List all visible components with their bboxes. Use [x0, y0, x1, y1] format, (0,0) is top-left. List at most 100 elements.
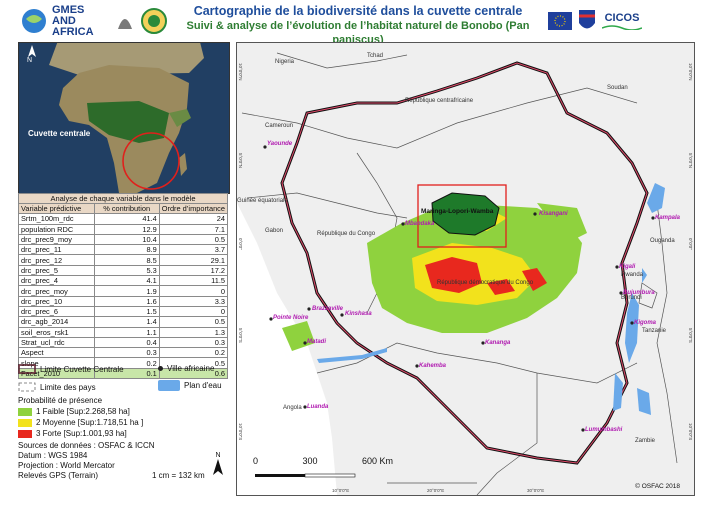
- gmes-logo-text: GMES AND AFRICA: [52, 3, 94, 38]
- table-row: drc_prec9_moy 10.4 0.5: [18, 233, 229, 246]
- city-label-14: Lumumbashi: [585, 427, 623, 433]
- city-dot: [401, 222, 405, 226]
- title-block: Cartographie de la biodiversité dans la …: [178, 4, 538, 47]
- cell-importance: 0.2: [158, 347, 229, 359]
- cell-importance: 29.1: [158, 254, 229, 266]
- cell-contribution: 0.3: [93, 347, 160, 359]
- cell-variable: Aspect: [18, 347, 95, 359]
- city-label-6: Kigoma: [634, 320, 657, 326]
- inset-north-arrow-icon: [28, 45, 36, 57]
- cell-importance: 17.2: [158, 264, 229, 277]
- table-row: population RDC 12.9 7.1: [18, 223, 229, 235]
- source-line-2: Datum : WGS 1984: [18, 451, 88, 460]
- country-label-5: Guinée équatoriale: [237, 198, 288, 204]
- table-row: drc_prec_12 8.5 29.1: [18, 254, 229, 266]
- country-label-2: République centrafricaine: [405, 98, 474, 104]
- scale-text: 1 cm = 132 km: [152, 471, 205, 480]
- acp-emblem-icon: [579, 10, 595, 29]
- inset-focus-circle: [122, 132, 180, 190]
- country-label-3: Soudan: [607, 85, 628, 91]
- africa-inset-svg: [19, 43, 229, 193]
- table-row: drc_agb_2014 1.4 0.5: [18, 316, 229, 328]
- legend-north-label: N: [215, 452, 221, 459]
- cell-variable: drc_prec_12: [18, 254, 95, 266]
- legend-prob-title: Probabilité de présence: [18, 396, 103, 405]
- cell-contribution: 5.3: [93, 264, 160, 277]
- city-dot: [263, 145, 267, 149]
- country-label-1: Tchad: [367, 53, 384, 59]
- country-boundary-symbol-icon: [18, 382, 36, 392]
- inset-north-label: N: [27, 57, 33, 64]
- city-label-13: Luanda: [307, 404, 329, 410]
- inset-label: Cuvette centrale: [28, 129, 91, 138]
- country-label-6: Gabon: [265, 228, 284, 234]
- cell-importance: 0.6: [158, 367, 229, 380]
- table-row: drc_prec_4 4.1 11.5: [18, 275, 229, 287]
- cell-contribution: 4.1: [93, 275, 160, 287]
- city-dot: [619, 291, 623, 295]
- cell-contribution: 1.9: [93, 285, 160, 297]
- legend-city-label: Ville africaine: [167, 364, 215, 373]
- city-label-9: Kinshasa: [345, 311, 372, 317]
- table-header-row: Variable prédictive % contribution Ordre…: [18, 202, 229, 215]
- cell-contribution: 0.4: [93, 336, 160, 349]
- cell-importance: 0: [158, 285, 229, 297]
- legend-class-forte: 3 Forte [Sup:1.001,93 ha]: [18, 429, 127, 438]
- table-row: drc_prec_moy 1.9 0: [18, 285, 229, 297]
- cell-variable: drc_prec_5: [18, 264, 95, 277]
- city-dot: [581, 428, 585, 432]
- latitude-label-left: 5°0'0"N: [238, 153, 243, 169]
- longitude-label: 20°0'0"E: [427, 488, 445, 493]
- cell-importance: 11.5: [158, 275, 229, 287]
- african-union-emblem-icon: [141, 8, 167, 34]
- table-row: Aspect 0.3 0.2: [18, 347, 229, 359]
- legend-north-arrow: N: [213, 452, 223, 475]
- scale-bar-labels: 0 300 600 Km: [253, 456, 393, 466]
- cell-variable: drc_prec_6: [18, 305, 95, 318]
- cell-variable: drc_prec_11: [18, 244, 95, 256]
- cell-contribution: 12.9: [93, 223, 160, 235]
- table-row: Facet_2010 0.1 0.6: [18, 367, 229, 380]
- latitude-label-left: 10°0'0"S: [238, 423, 243, 441]
- table-row: soil_eros_rsk1 1.1 1.3: [18, 326, 229, 338]
- inset-map: Cuvette centrale N: [18, 42, 230, 194]
- city-label-12: Kahemba: [419, 363, 447, 369]
- source-line-4: Relevés GPS (Terrain): [18, 471, 99, 480]
- copyright-label: © OSFAC 2018: [635, 483, 680, 490]
- country-label-13: Angola: [283, 405, 302, 411]
- legend-boundary: Limite Cuvette Centrale: [18, 364, 124, 374]
- table-caption: Analyse de chaque variable dans le modèl…: [18, 193, 228, 203]
- cell-variable: Strat_ucl_rdc: [18, 336, 95, 349]
- city-dot: [615, 265, 619, 269]
- cell-variable: drc_prec_4: [18, 275, 95, 287]
- cell-importance: 0.5: [158, 233, 229, 246]
- main-map-svg: [237, 43, 694, 495]
- water-swatch-icon: [158, 380, 180, 391]
- legend-class-forte-label: 3 Forte [Sup:1.001,93 ha]: [36, 429, 127, 438]
- eu-flag-icon: [548, 12, 572, 30]
- scale-label-300: 300: [302, 456, 318, 466]
- header-importance: Ordre d’importance: [158, 202, 229, 215]
- city-dot: [651, 216, 655, 220]
- longitude-label: 30°0'0"E: [527, 488, 545, 493]
- legend-countries: Limite des pays: [18, 382, 96, 392]
- north-arrow-icon: [213, 459, 223, 475]
- table-row: drc_prec_10 1.6 3.3: [18, 295, 229, 307]
- country-label-11: Burundi: [621, 295, 642, 301]
- cell-importance: 0.3: [158, 336, 229, 349]
- variable-table: Analyse de chaque variable dans le modèl…: [18, 193, 229, 380]
- city-label-2: Mbandaka: [405, 221, 435, 227]
- country-label-10: Rwanda: [621, 272, 644, 278]
- table-row: drc_prec_6 1.5 0: [18, 305, 229, 318]
- table-body: Srtm_100m_rdc 41.4 24 population RDC 12.9 7.1…: [18, 213, 229, 380]
- forte-swatch-icon: [18, 429, 32, 438]
- city-label-1: Kisangani: [539, 211, 568, 217]
- cell-variable: drc_agb_2014: [18, 316, 95, 328]
- city-label-5: Bujumbura: [623, 290, 655, 296]
- logo-group-left: GMES AND AFRICA: [20, 4, 168, 38]
- legend-class-moyenne-label: 2 Moyenne [Sup:1.718,51 ha ]: [36, 418, 144, 427]
- cell-variable: soil_eros_rsk1: [18, 326, 95, 338]
- faible-swatch-icon: [18, 407, 32, 416]
- city-label-11: Kananga: [485, 340, 511, 346]
- cell-variable: drc_prec9_moy: [18, 233, 95, 246]
